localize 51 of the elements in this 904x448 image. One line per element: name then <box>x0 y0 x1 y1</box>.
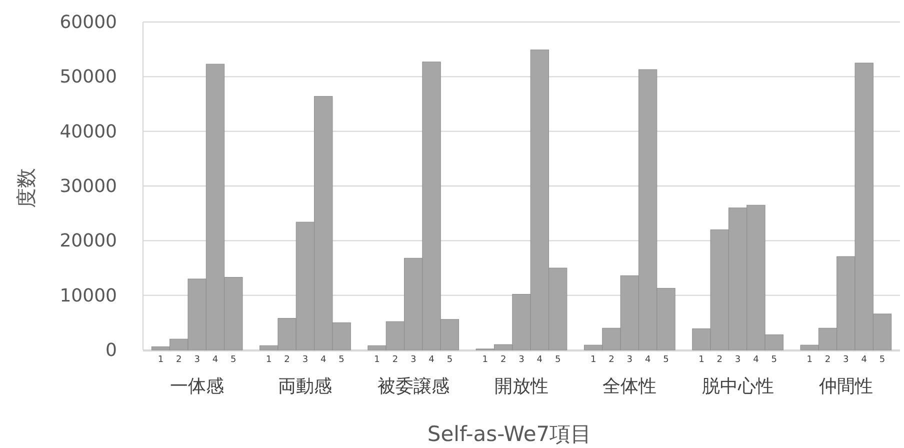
text: 2 <box>392 355 398 365</box>
text: 2 <box>608 355 614 365</box>
text: 4 <box>753 355 759 365</box>
text: 1 <box>806 355 812 365</box>
y-tick-label: 40000 <box>60 121 117 142</box>
y-tick-label: 20000 <box>60 230 117 252</box>
series-label: 2 <box>176 355 182 365</box>
x-tick-label: 被委譲感 <box>377 376 450 397</box>
y-tick-label: 50000 <box>60 66 117 88</box>
text: 3 <box>410 355 416 365</box>
text: 3 <box>843 355 849 365</box>
text: 4 <box>428 355 434 365</box>
y-axis-title: 度数 <box>14 168 38 208</box>
y-tick-label: 30000 <box>60 176 117 197</box>
text: 4 <box>320 355 326 365</box>
x-tick-label: 両動感 <box>278 376 332 397</box>
y-tick-label: 60000 <box>60 12 117 33</box>
text: 5 <box>663 355 669 365</box>
text: 3 <box>626 355 633 365</box>
series-label: 4 <box>212 355 218 365</box>
text: 3 <box>302 355 308 365</box>
text: 1 <box>698 355 704 365</box>
text: 5 <box>879 355 886 365</box>
y-tick-label: 10000 <box>60 285 117 306</box>
text: 1 <box>374 355 380 365</box>
text: 1 <box>590 355 596 365</box>
text: 2 <box>824 355 831 365</box>
x-tick-label: 脱中心性 <box>702 376 774 397</box>
text: 2 <box>284 355 290 365</box>
text: 2 <box>716 355 722 365</box>
text: 5 <box>554 355 561 365</box>
x-tick-label: 全体性 <box>602 376 657 397</box>
text: 1 <box>482 355 488 365</box>
text: 3 <box>518 355 524 365</box>
text: 2 <box>500 355 506 365</box>
series-label: 3 <box>194 355 200 365</box>
text: 5 <box>338 355 344 365</box>
text: 5 <box>771 355 777 365</box>
series-label: 5 <box>230 355 236 365</box>
text: 1 <box>266 355 272 365</box>
text: 3 <box>734 355 741 365</box>
x-axis-title: Self-as-We7項目 <box>427 422 592 446</box>
x-tick-label: 一体感 <box>170 376 224 397</box>
y-tick-label: 0 <box>106 340 117 361</box>
text: 5 <box>446 355 453 365</box>
text: 4 <box>536 355 543 365</box>
text: 4 <box>861 355 867 365</box>
x-tick-label: 開放性 <box>494 376 548 397</box>
series-label: 1 <box>158 355 164 365</box>
x-tick-label: 仲間性 <box>818 376 873 397</box>
text: 4 <box>644 355 651 365</box>
